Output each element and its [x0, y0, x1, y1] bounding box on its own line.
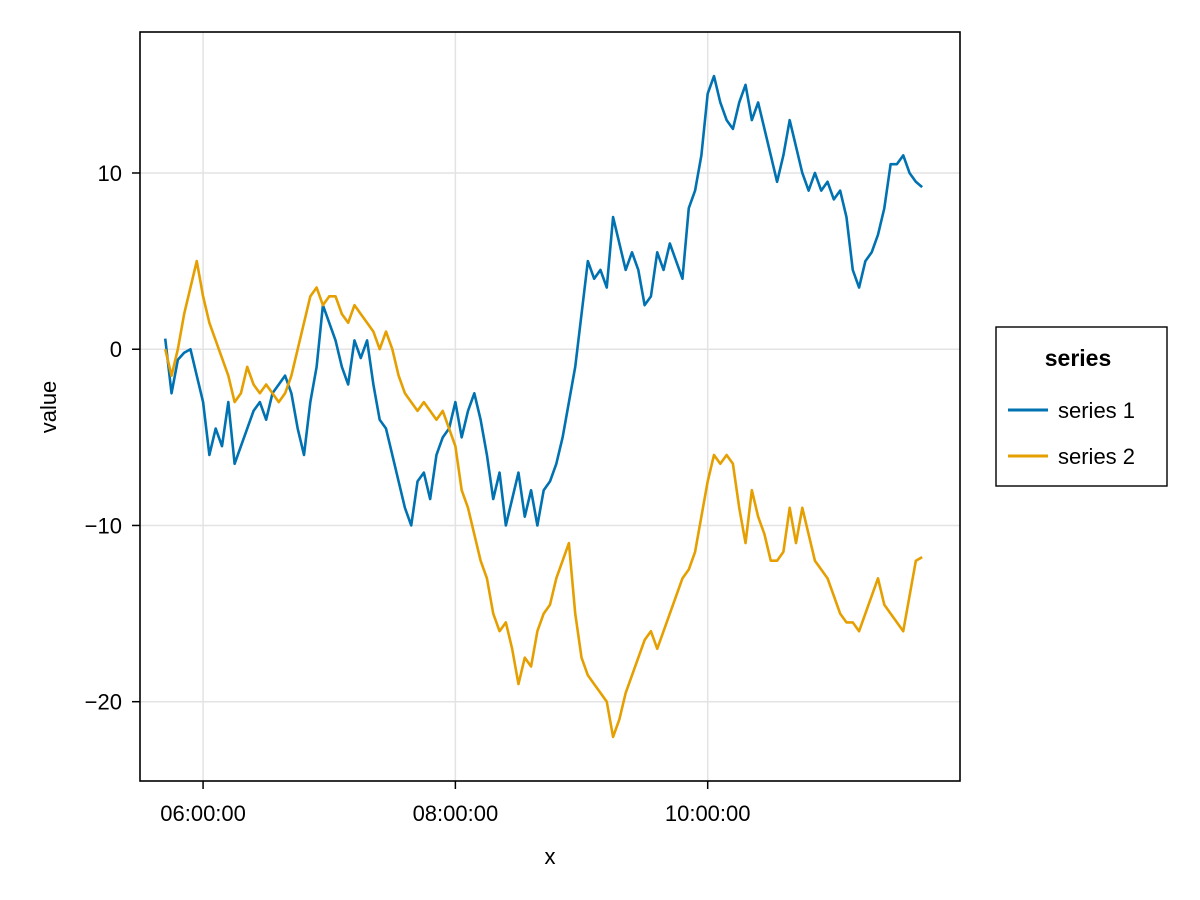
series-line-1	[163, 74, 923, 527]
y-tick-label: 0	[110, 337, 122, 362]
legend-box	[995, 326, 1168, 487]
axis-ticks: 06:00:00 08:00:00 10:00:00 −20 −10 0 10	[85, 161, 751, 826]
y-tick-label: 10	[98, 161, 122, 186]
x-tick-label: 10:00:00	[665, 801, 751, 826]
y-tick-label: −20	[85, 690, 122, 715]
legend: series series 1 series 2	[995, 326, 1168, 487]
x-tick-label: 08:00:00	[413, 801, 499, 826]
plot-frame	[139, 31, 961, 782]
y-tick-label: −10	[85, 513, 122, 538]
x-axis-label: x	[545, 844, 556, 869]
x-tick-label: 06:00:00	[160, 801, 246, 826]
legend-label-series-1: series 1	[1058, 398, 1135, 423]
legend-label-series-2: series 2	[1058, 444, 1135, 469]
series-line-2	[163, 259, 923, 739]
series-lines	[163, 74, 923, 739]
y-axis-label: value	[36, 381, 61, 434]
legend-title: series	[1045, 345, 1112, 371]
